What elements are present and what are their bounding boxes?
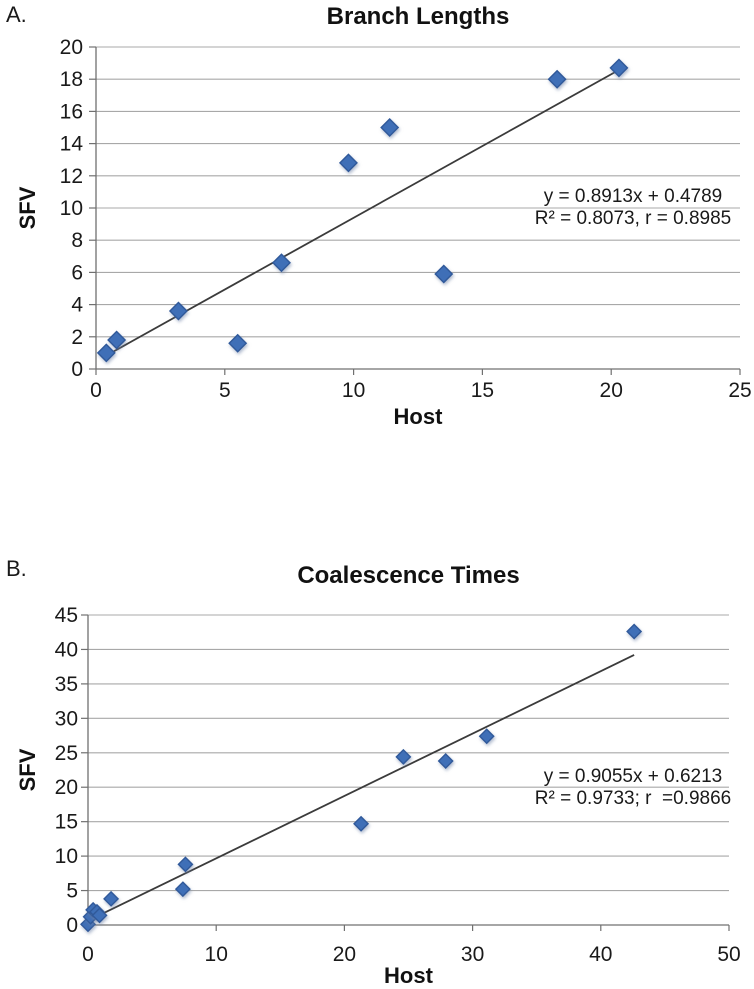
- y-tick-label: 6: [71, 261, 83, 284]
- y-tick-label: 10: [55, 845, 78, 868]
- chart-coalescence-times: B. Coalescence Times SFV 0 5 10 15 20 25 30 35 4…: [0, 540, 754, 989]
- data-point-marker: [395, 748, 412, 765]
- y-tick-label: 15: [55, 811, 78, 834]
- equation-line: y = 0.8913x + 0.4789: [543, 186, 723, 207]
- y-tick-label: 14: [60, 133, 84, 156]
- data-point-marker: [271, 253, 291, 273]
- data-point-marker: [103, 890, 120, 907]
- x-axis-label-host: Host: [393, 404, 443, 429]
- data-point-marker: [547, 69, 567, 89]
- y-tick-label: 16: [60, 100, 83, 123]
- data-point-marker: [177, 856, 194, 873]
- data-point-marker: [228, 333, 248, 353]
- x-tick-label: 20: [333, 943, 356, 966]
- x-axis-label-host: Host: [384, 963, 433, 988]
- data-point-marker: [338, 153, 358, 173]
- y-tick-label: 0: [71, 358, 83, 381]
- x-tick-label: 50: [717, 943, 740, 966]
- plot-area-coalescence-times: 0 5 10 15 20 25 30 35 40 45 0 10 20 30 40 50: [55, 604, 741, 966]
- y-tick-label: 8: [71, 229, 83, 252]
- y-tick-label: 18: [60, 68, 83, 91]
- trendline-equation-a: y = 0.8913x + 0.4789 R² = 0.8073, r = 0.…: [498, 186, 754, 229]
- r-squared-line: R² = 0.9733; r =0.9866: [534, 787, 732, 809]
- y-tick-label: 45: [55, 604, 78, 627]
- y-tick-label: 5: [66, 880, 78, 903]
- y-tick-label: 4: [71, 294, 83, 317]
- data-point-marker: [626, 623, 643, 640]
- x-tick-label: 20: [600, 379, 623, 402]
- y-tick-label: 2: [71, 326, 83, 349]
- chart-title-branch-lengths: Branch Lengths: [326, 3, 510, 30]
- y-tick-label: 25: [55, 742, 78, 765]
- x-tick-label: 5: [219, 379, 231, 402]
- equation-line: y = 0.9055x + 0.6213: [543, 766, 723, 787]
- x-tick-label: 0: [90, 379, 102, 402]
- panel-label-b: B.: [6, 556, 27, 581]
- x-tick-label: 10: [205, 943, 228, 966]
- data-point-marker: [353, 815, 370, 832]
- chart-title-coalescence-times: Coalescence Times: [297, 562, 520, 589]
- data-point-marker: [96, 343, 116, 363]
- x-tick-label: 25: [728, 379, 751, 402]
- data-point-marker: [609, 58, 629, 78]
- y-tick-label: 0: [66, 914, 78, 937]
- panel-label-a: A.: [6, 2, 27, 27]
- data-point-marker: [168, 301, 188, 321]
- x-tick-label: 0: [82, 943, 94, 966]
- trendline: [104, 68, 621, 358]
- y-tick-label: 40: [55, 638, 78, 661]
- y-tick-label: 30: [55, 707, 78, 730]
- y-tick-label: 20: [60, 36, 83, 59]
- plot-area-branch-lengths: 0 2 4 6 8 10 12 14 16 18 20 0 5 10 15 20 25: [60, 36, 752, 402]
- data-point-marker: [434, 264, 454, 284]
- x-tick-label: 30: [461, 943, 484, 966]
- r-squared-line: R² = 0.8073, r = 0.8985: [534, 207, 732, 229]
- y-tick-label: 10: [60, 197, 83, 220]
- y-tick-label: 20: [55, 776, 78, 799]
- trendline: [87, 654, 635, 922]
- trendline-equation-b: y = 0.9055x + 0.6213 R² = 0.9733; r =0.9…: [498, 766, 754, 809]
- data-point-marker: [107, 330, 127, 350]
- x-tick-label: 15: [471, 379, 494, 402]
- data-point-marker: [437, 753, 454, 770]
- data-point-marker: [478, 728, 495, 745]
- data-point-marker: [91, 907, 108, 924]
- y-tick-label: 12: [60, 165, 83, 188]
- data-point-marker: [380, 118, 400, 137]
- data-point-marker: [174, 881, 191, 898]
- x-tick-label: 10: [342, 379, 365, 402]
- y-tick-label: 35: [55, 673, 78, 696]
- x-tick-label: 40: [589, 943, 612, 966]
- chart-branch-lengths: A. Branch Lengths SFV 0 2 4 6 8 10 12 14 16 18 20 0…: [0, 0, 754, 450]
